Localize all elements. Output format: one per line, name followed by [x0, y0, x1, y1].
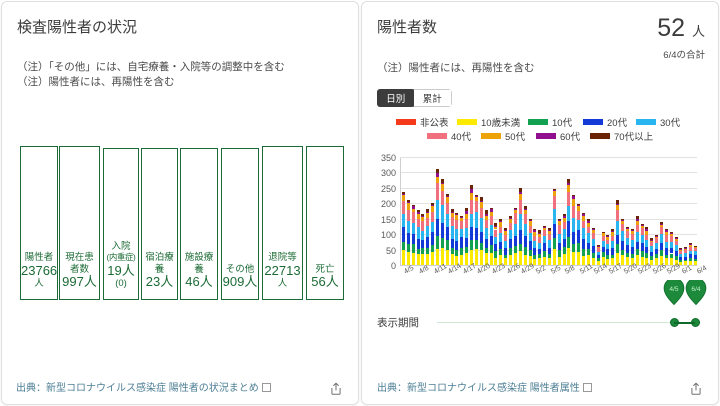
svg-text:4/5: 4/5 — [669, 286, 678, 293]
svg-text:6/4: 6/4 — [691, 286, 700, 293]
